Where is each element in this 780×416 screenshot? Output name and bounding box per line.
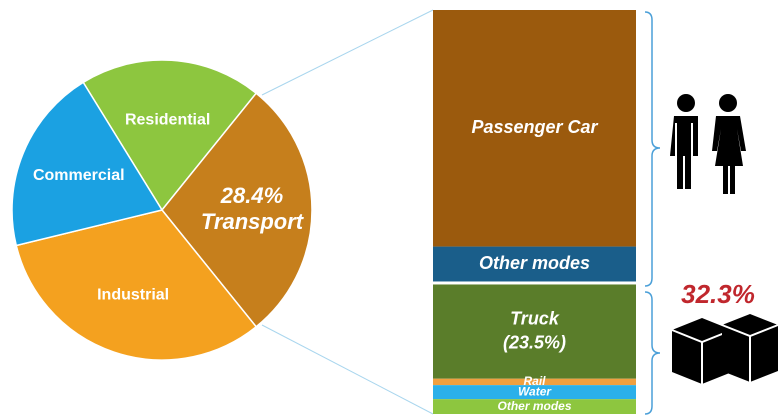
people-icon — [670, 94, 746, 194]
bar-segment — [433, 284, 636, 379]
bar-segment — [433, 378, 636, 386]
segment-value-label: (23.5%) — [503, 332, 566, 352]
bracket — [644, 291, 661, 415]
segment-label: Other modes — [497, 399, 571, 413]
bar-segment — [433, 246, 636, 282]
slice-label: Residential — [125, 111, 210, 128]
segment-label: Passenger Car — [471, 117, 598, 137]
slice-label: Commercial — [33, 167, 125, 184]
connector — [261, 9, 434, 96]
pie-slice — [82, 59, 258, 212]
segment-label: Rail — [523, 374, 546, 388]
bracket — [644, 11, 661, 287]
pie-slice — [11, 81, 164, 247]
segment-label: Water — [518, 384, 552, 398]
annotation: 32.3% — [681, 279, 755, 309]
segment-label: Truck — [510, 308, 560, 328]
pie-slice — [15, 209, 258, 361]
slice-label: Industrial — [97, 286, 169, 303]
slice-label: Transport — [201, 209, 305, 234]
bar-segment — [433, 385, 636, 400]
bar-segment — [433, 10, 636, 247]
segment-label: Other modes — [479, 253, 590, 273]
slice-value-label: 28.4% — [220, 183, 283, 208]
pie-slice — [161, 92, 313, 328]
bar-segment — [433, 399, 636, 414]
connector — [261, 324, 434, 415]
boxes-icon — [671, 314, 779, 384]
